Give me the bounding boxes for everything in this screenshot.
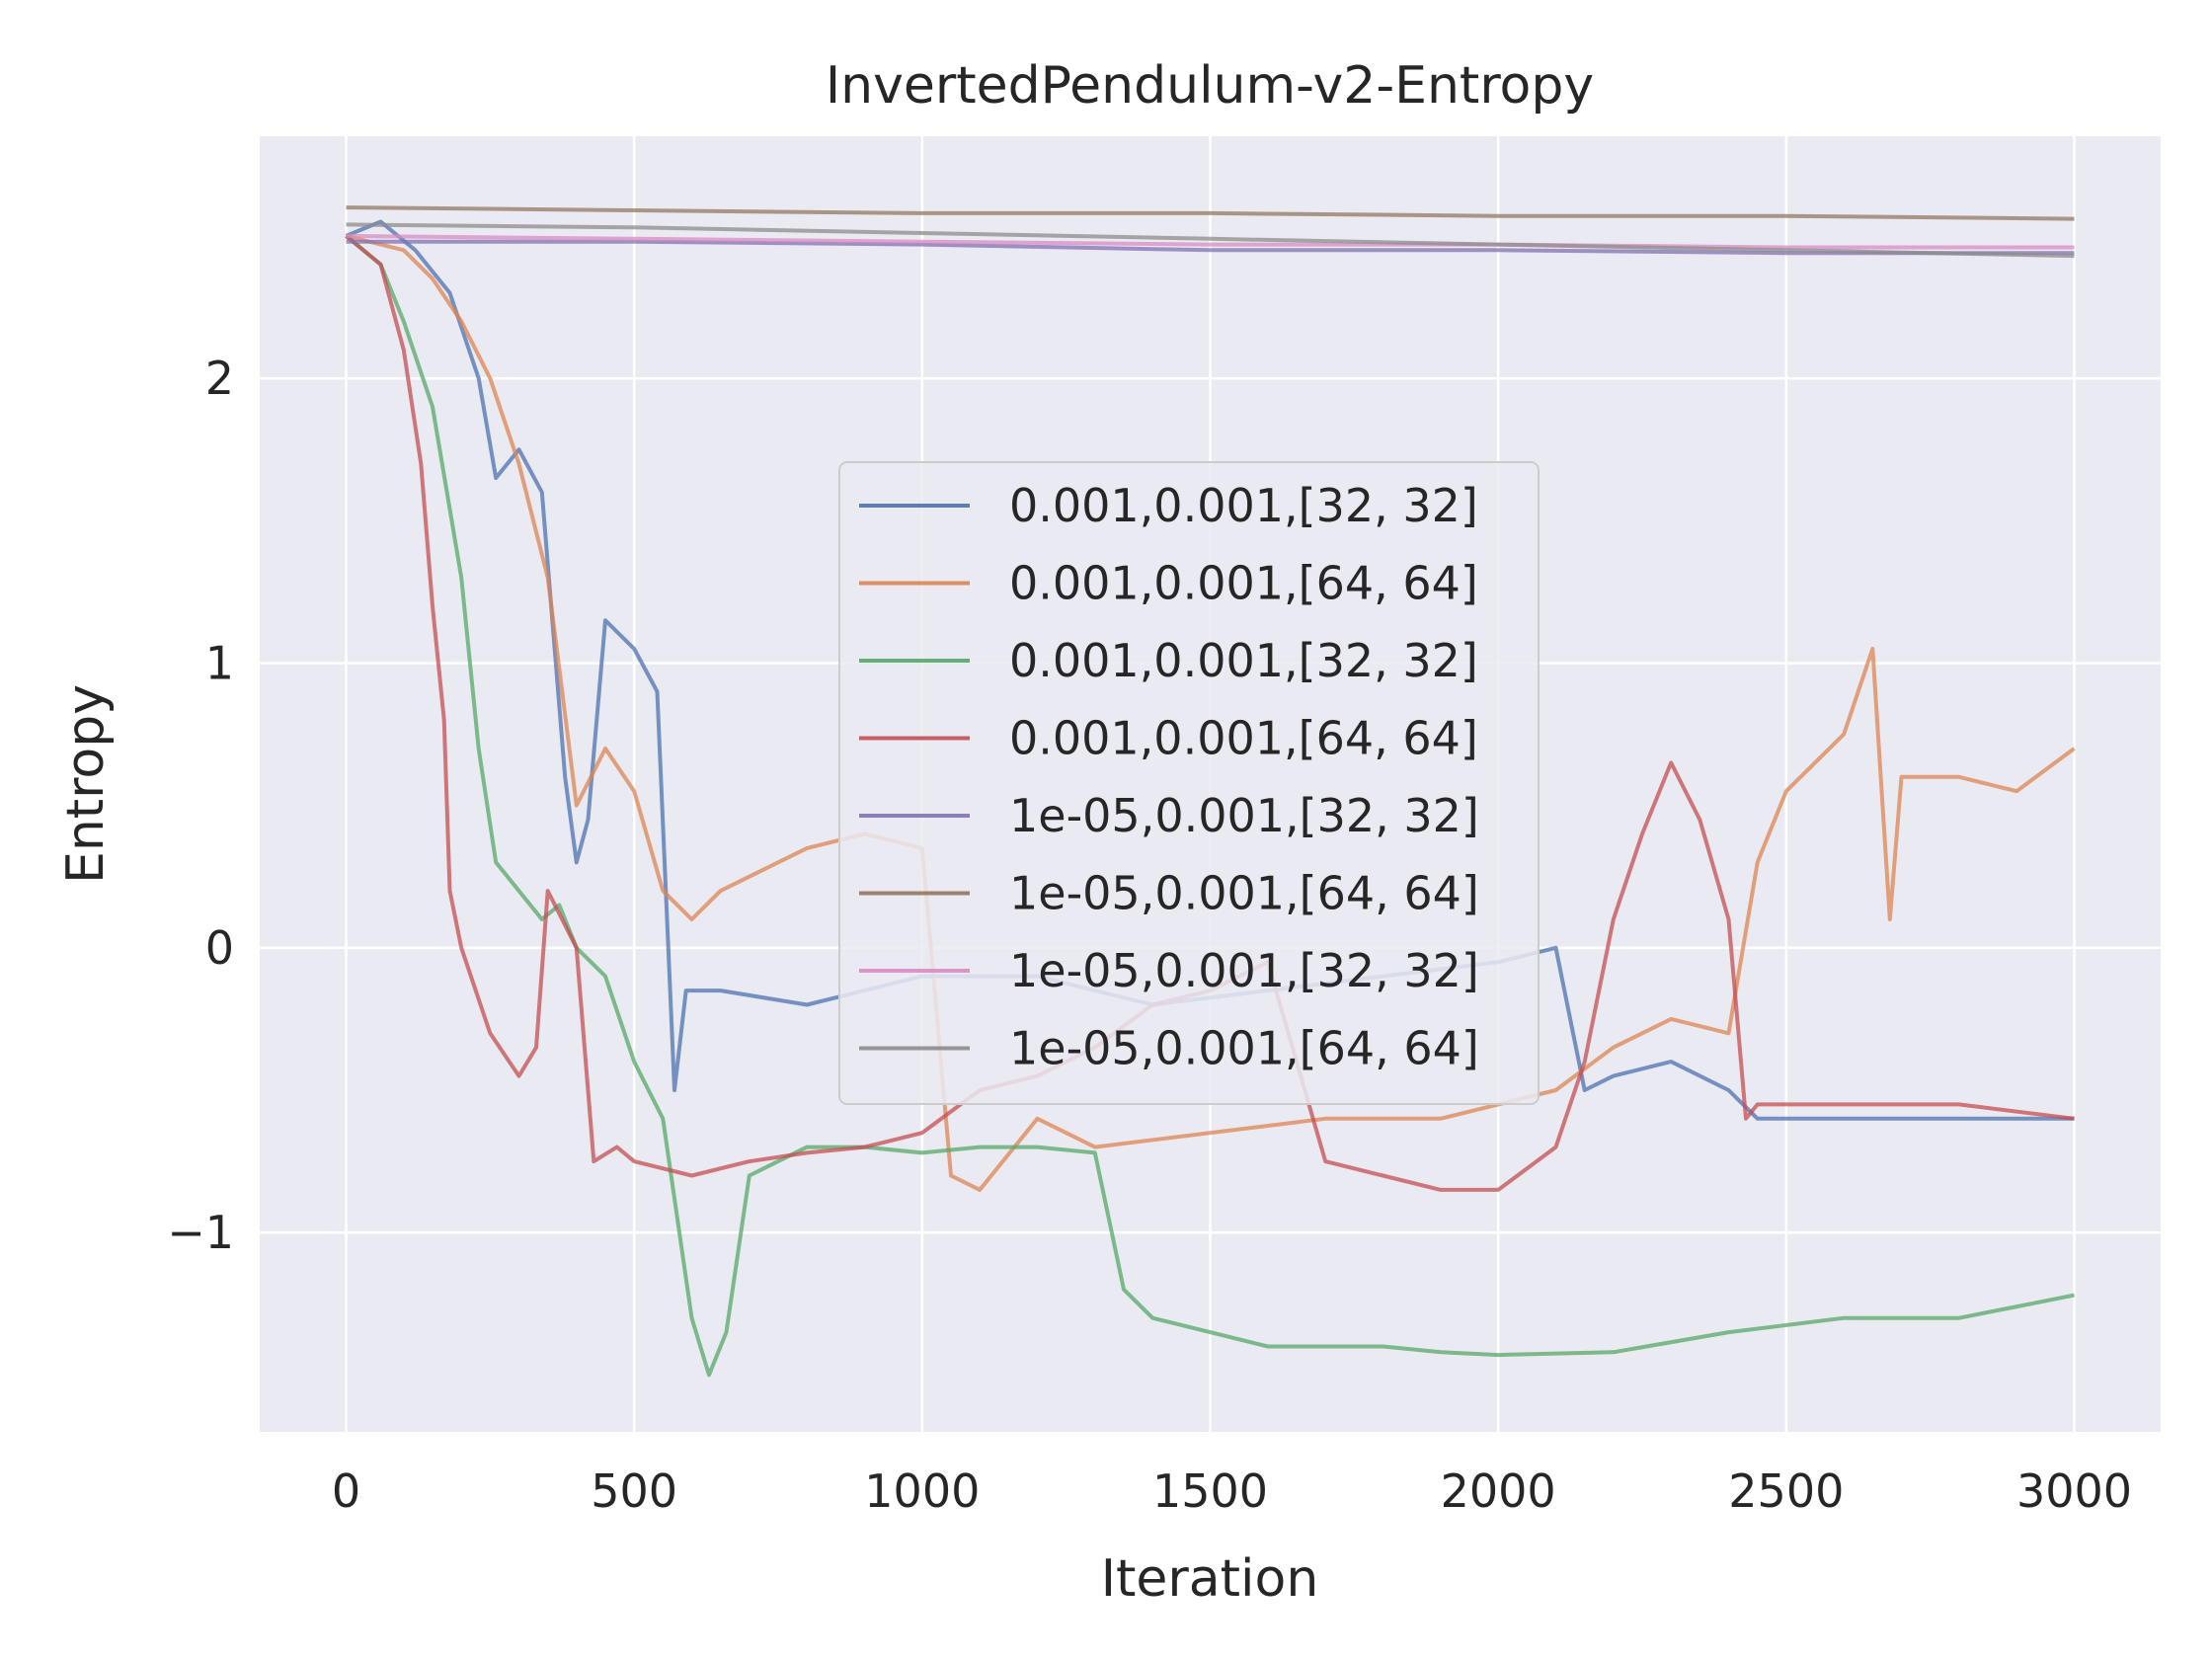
series-line-1	[345, 219, 2075, 1121]
series-line-3	[345, 234, 2075, 1378]
series-line-5	[346, 239, 2075, 256]
legend-label: 1e-05,0.001,[64, 64]	[1009, 867, 1479, 920]
legend: 0.001,0.001,[32, 32] 0.001,0.001,[64, 64]…	[838, 461, 1540, 1105]
legend-label: 1e-05,0.001,[64, 64]	[1009, 1022, 1479, 1075]
x-tick-labels: 0 500 1000 1500 2000 2500 3000	[332, 1464, 2132, 1518]
series-line-8	[346, 222, 2075, 259]
x-tick-label: 2000	[1441, 1464, 1556, 1518]
x-tick-label: 500	[591, 1464, 677, 1518]
legend-label: 0.001,0.001,[32, 32]	[1009, 634, 1478, 687]
x-tick-label: 2500	[1728, 1464, 1844, 1518]
y-tick-label: 2	[205, 352, 234, 405]
legend-label: 1e-05,0.001,[32, 32]	[1009, 789, 1479, 842]
series-line-6	[346, 205, 2075, 221]
series-line-2	[346, 233, 2076, 1192]
legend-label: 0.001,0.001,[32, 32]	[1009, 479, 1478, 532]
legend-label: 1e-05,0.001,[32, 32]	[1009, 944, 1479, 997]
x-tick-label: 3000	[2016, 1464, 2132, 1518]
x-tick-label: 1000	[864, 1464, 980, 1518]
y-tick-label: −1	[167, 1206, 234, 1259]
y-tick-label: 1	[205, 636, 234, 689]
chart-title: InvertedPendulum-v2-Entropy	[826, 56, 1594, 116]
y-tick-labels: −1 0 1 2	[167, 352, 234, 1259]
series-line-7	[346, 233, 2075, 250]
y-axis-title: Entropy	[56, 684, 116, 884]
x-tick-label: 0	[332, 1464, 360, 1518]
y-tick-label: 0	[205, 921, 234, 975]
legend-label: 0.001,0.001,[64, 64]	[1009, 712, 1478, 765]
x-tick-label: 1500	[1152, 1464, 1268, 1518]
legend-label: 0.001,0.001,[64, 64]	[1009, 557, 1478, 610]
x-axis-title: Iteration	[1101, 1549, 1319, 1609]
legend-box	[838, 461, 1540, 1105]
